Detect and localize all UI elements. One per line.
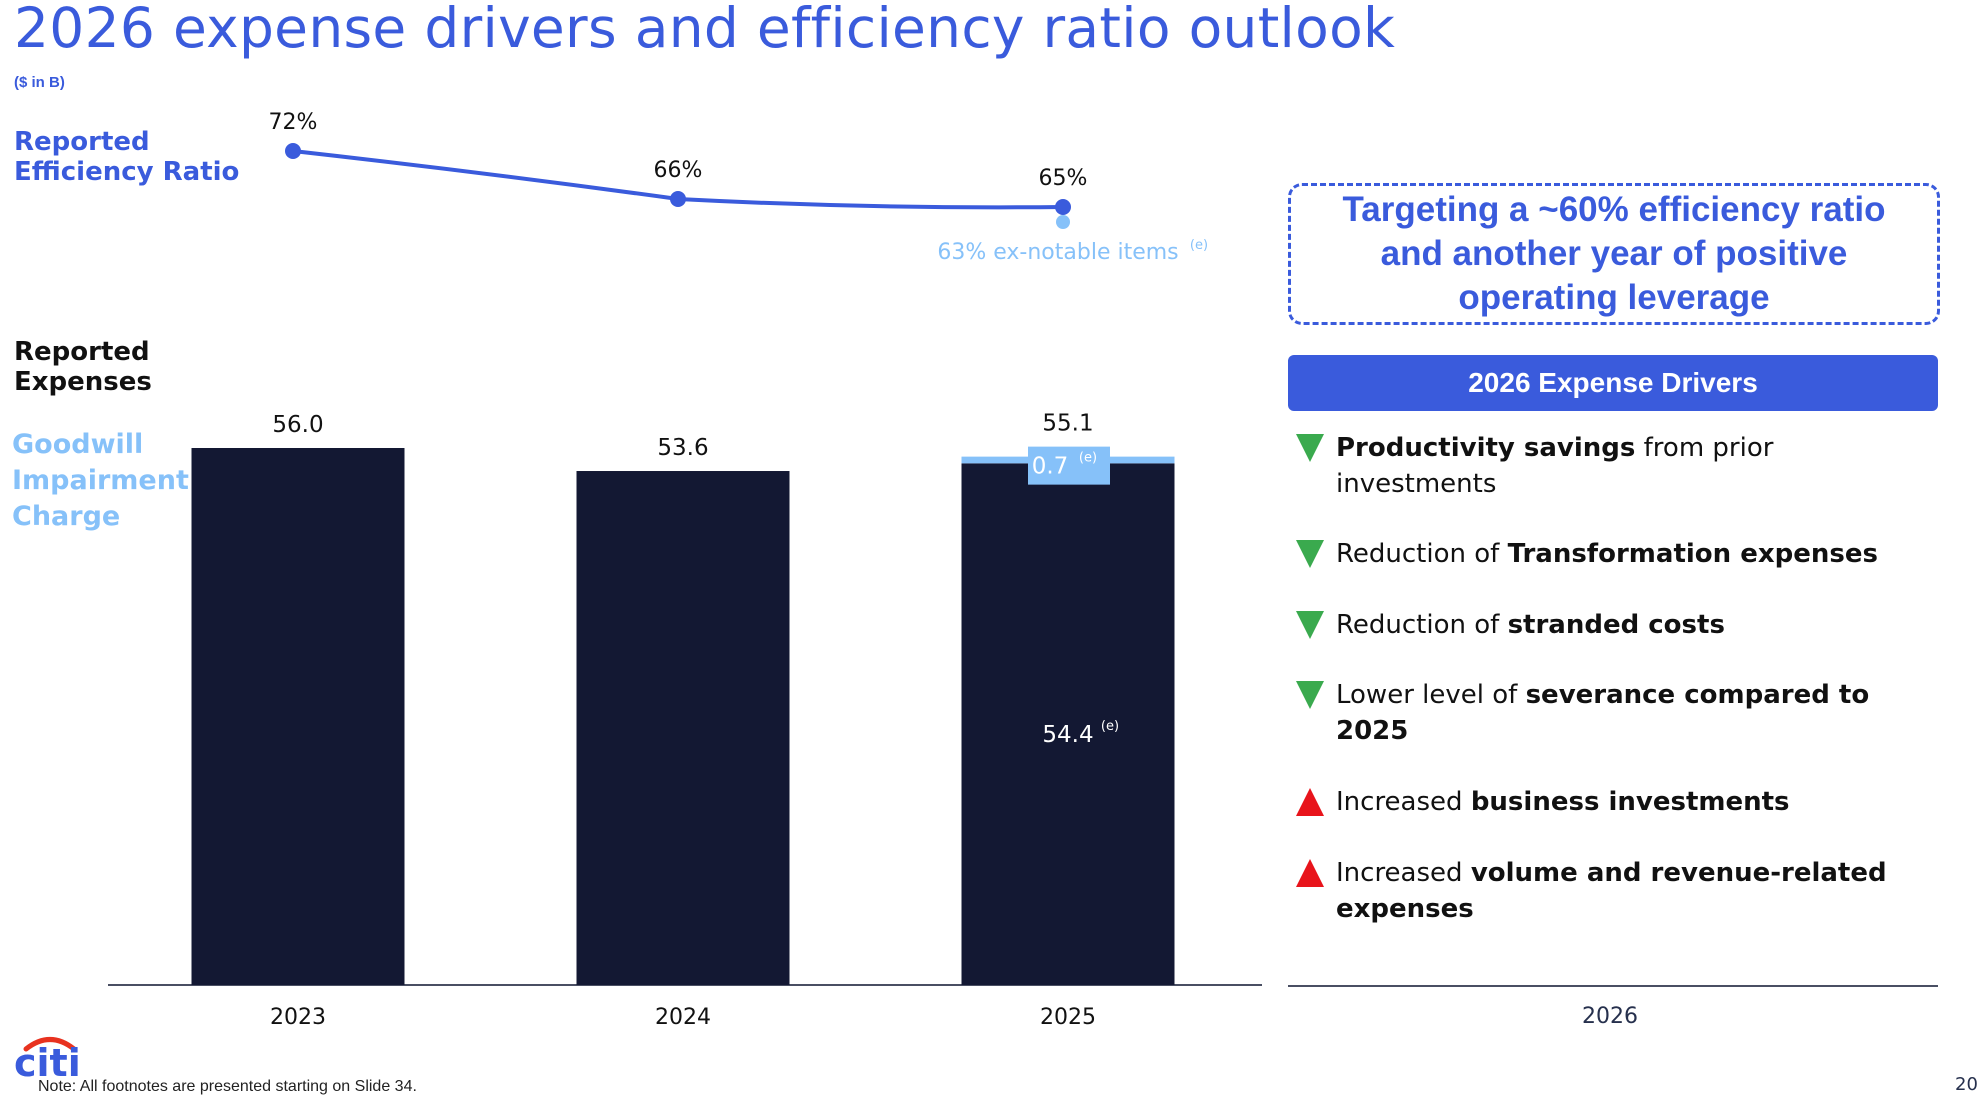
driver-text-regular: Reduction of — [1336, 610, 1508, 640]
driver-text: Reduction of Transformation expenses — [1330, 536, 1878, 572]
driver-text-bold: business investments — [1470, 787, 1790, 817]
efficiency-ratio-label: Reported Efficiency Ratio — [14, 127, 239, 187]
driver-text: Productivity savings from prior investme… — [1330, 430, 1936, 502]
driver-item: Lower level of severance compared to 202… — [1296, 677, 1936, 749]
driver-text-regular: from prior investments — [1336, 433, 1774, 499]
units-label: ($ in B) — [14, 74, 65, 91]
driver-text: Reduction of stranded costs — [1330, 607, 1725, 643]
driver-text-regular: Lower level of — [1336, 680, 1526, 710]
page-title: 2026 expense drivers and efficiency rati… — [14, 0, 1396, 60]
driver-text: Increased volume and revenue-related exp… — [1330, 855, 1936, 927]
x-tick-label-2025: 2025 — [1040, 1005, 1096, 1030]
efficiency-value-label-2023: 72% — [269, 110, 318, 135]
reported-expenses-label: Reported Expenses — [14, 337, 152, 397]
driver-item: Increased business investments — [1296, 784, 1936, 820]
ex-notable-point — [1056, 215, 1070, 229]
triangle-up-icon — [1296, 859, 1330, 927]
logo-text: citi — [14, 1041, 81, 1078]
page-number: 20 — [1955, 1074, 1978, 1095]
drivers-header: 2026 Expense Drivers — [1288, 355, 1938, 411]
driver-text-bold: Transformation expenses — [1507, 539, 1878, 569]
driver-text-bold: Productivity savings — [1336, 433, 1636, 463]
driver-text-regular: Increased — [1336, 858, 1471, 888]
efficiency-ratio-label-line2: Efficiency Ratio — [14, 157, 240, 187]
x-tick-label-2023: 2023 — [270, 1005, 326, 1030]
triangle-down-icon — [1296, 434, 1330, 502]
triangle-down-icon — [1296, 611, 1330, 643]
driver-item: Increased volume and revenue-related exp… — [1296, 855, 1936, 927]
logo-arc-icon — [23, 1037, 77, 1052]
efficiency-point-2025 — [1055, 199, 1071, 215]
efficiency-ratio-label-line1: Reported — [14, 127, 150, 157]
efficiency-point-2023 — [285, 143, 301, 159]
driver-text-bold: volume and revenue-related expenses — [1336, 858, 1887, 924]
bar-expenses-2024 — [576, 471, 790, 985]
ex-notable-label: 63% ex-notable items — [937, 240, 1178, 265]
driver-text-bold: stranded costs — [1507, 610, 1725, 640]
goodwill-value-label-2025: 0.7 — [1032, 454, 1069, 480]
triangle-down-icon — [1296, 681, 1330, 749]
goodwill-label-line1: Goodwill — [12, 429, 144, 460]
triangle-down-icon — [1296, 540, 1330, 572]
goodwill-legend-label: Goodwill Impairment Charge — [12, 427, 189, 535]
bar-total-label-2024: 53.6 — [657, 435, 708, 461]
driver-text: Increased business investments — [1330, 784, 1790, 820]
expenses-inner-label-2025: 54.4 — [1042, 722, 1093, 748]
driver-item: Reduction of stranded costs — [1296, 607, 1936, 643]
goodwill-label-box-2025 — [1028, 446, 1110, 485]
right-axis-line — [1288, 985, 1938, 987]
driver-item: Reduction of Transformation expenses — [1296, 536, 1936, 572]
driver-text-bold: severance compared to 2025 — [1336, 680, 1870, 746]
driver-text-regular: Increased — [1336, 787, 1471, 817]
citi-logo: citi — [12, 1032, 86, 1085]
bar-expenses-2025 — [961, 463, 1175, 985]
driver-item: Productivity savings from prior investme… — [1296, 430, 1936, 502]
right-category-label: 2026 — [1582, 1004, 1638, 1029]
reported-expenses-label-line2: Expenses — [14, 367, 152, 397]
efficiency-value-label-2024: 66% — [654, 158, 703, 183]
target-callout: Targeting a ~60% efficiency ratio and an… — [1288, 183, 1940, 325]
goodwill-value-sup-2025: (e) — [1079, 451, 1097, 466]
x-tick-label-2024: 2024 — [655, 1005, 711, 1030]
expenses-inner-sup-2025: (e) — [1101, 719, 1119, 734]
triangle-up-icon — [1296, 788, 1330, 820]
reported-expenses-label-line1: Reported — [14, 337, 150, 367]
efficiency-point-2024 — [670, 191, 686, 207]
goodwill-label-line3: Charge — [12, 501, 121, 532]
driver-text-regular: Reduction of — [1336, 539, 1508, 569]
target-callout-text: Targeting a ~60% efficiency ratio and an… — [1342, 190, 1886, 317]
bar-expenses-2023 — [191, 448, 405, 985]
bar-total-label-2025: 55.1 — [1042, 411, 1093, 437]
bar-total-label-2023: 56.0 — [272, 412, 323, 438]
efficiency-value-label-2025: 65% — [1039, 166, 1088, 191]
goodwill-label-line2: Impairment — [12, 465, 189, 496]
ex-notable-sup: (e) — [1190, 238, 1208, 253]
driver-text: Lower level of severance compared to 202… — [1330, 677, 1936, 749]
footnote: Note: All footnotes are presented starti… — [38, 1078, 417, 1095]
